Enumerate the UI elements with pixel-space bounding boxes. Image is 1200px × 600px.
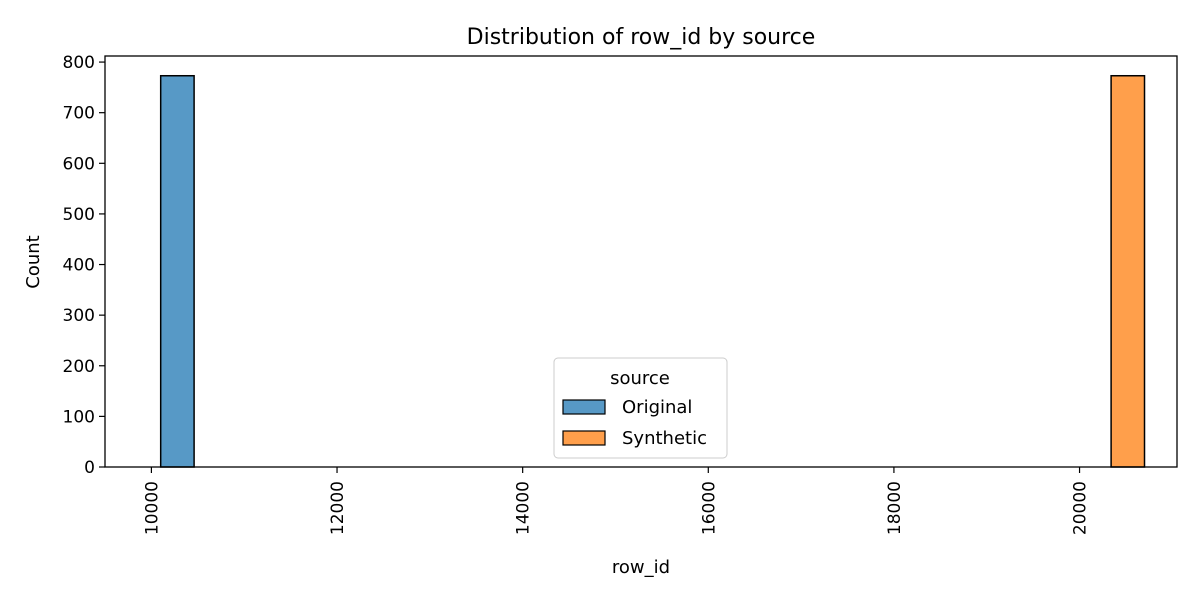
x-tick-label: 20000	[1071, 481, 1091, 535]
bar-original-0	[159, 74, 195, 468]
legend: source Original Synthetic	[553, 357, 728, 459]
legend-label-original: Original	[622, 397, 692, 418]
y-tick-label: 400	[63, 256, 95, 276]
bars-group	[159, 74, 1146, 468]
plot-frame	[104, 55, 1178, 468]
x-tick-label: 16000	[699, 481, 719, 535]
x-tick-label: 10000	[142, 481, 162, 535]
legend-label-synthetic: Synthetic	[622, 428, 707, 449]
x-tick-label: 18000	[885, 481, 905, 535]
x-tick-label: 14000	[514, 481, 534, 535]
legend-swatch-original	[562, 399, 606, 415]
y-tick-label: 800	[63, 53, 95, 73]
y-axis-ticks: 0 100 200 300 400 500 600 700 800	[63, 53, 105, 478]
plot-area	[104, 55, 1178, 468]
y-tick-label: 300	[63, 306, 95, 326]
y-axis-label: Count	[23, 235, 44, 288]
y-tick-label: 700	[63, 104, 95, 124]
bar-synthetic-0	[1110, 74, 1146, 468]
x-axis-label: row_id	[612, 557, 670, 578]
x-tick-label: 12000	[328, 481, 348, 535]
y-tick-label: 200	[63, 357, 95, 377]
y-tick-label: 500	[63, 205, 95, 225]
y-tick-label: 600	[63, 154, 95, 174]
y-tick-label: 100	[63, 407, 95, 427]
legend-swatch-synthetic	[562, 430, 606, 446]
x-axis-ticks: 10000 12000 14000 16000 18000 20000	[142, 467, 1091, 535]
y-tick-label: 0	[84, 458, 95, 478]
chart-title: Distribution of row_id by source	[467, 25, 816, 50]
legend-title: source	[610, 368, 670, 389]
